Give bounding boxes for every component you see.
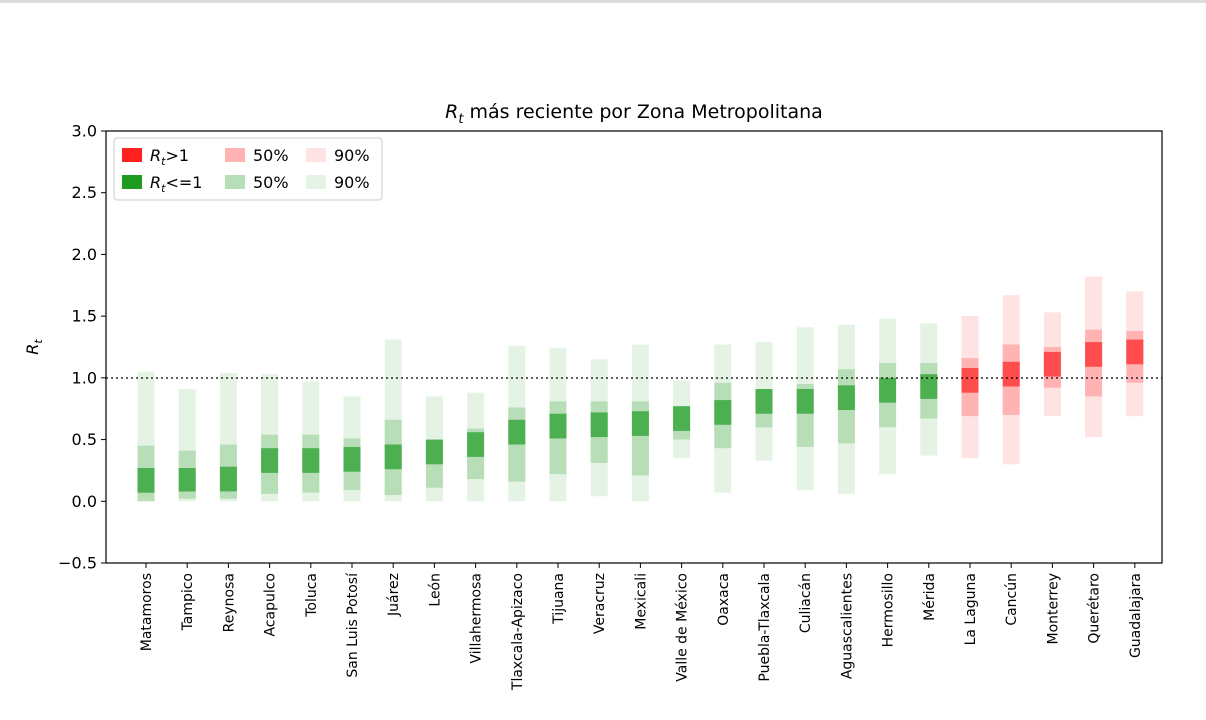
bar-median-13 (673, 406, 691, 431)
bar-median-9 (508, 419, 526, 445)
legend: Rt>1 50% 90% Rt<=1 50% 90% (113, 137, 383, 201)
bar-median-19 (920, 374, 938, 399)
x-tick-label: Mexicali (633, 573, 649, 630)
legend-swatch-red-50 (225, 148, 245, 162)
bar-median-8 (467, 432, 485, 457)
x-tick-label: Reynosa (221, 573, 237, 632)
bar-median-24 (1126, 339, 1144, 365)
bar-median-11 (590, 412, 608, 438)
top-border (0, 0, 1206, 3)
y-axis-label: Rt (23, 339, 45, 355)
x-tick-label: Cancún (1004, 573, 1020, 626)
x-tick-label: La Laguna (963, 573, 979, 645)
bar-median-15 (755, 389, 773, 414)
bar-median-10 (549, 413, 567, 439)
bar-median-0 (137, 468, 155, 493)
y-tick-label: 0.5 (72, 430, 97, 449)
x-tick-label: Tijuana (551, 573, 567, 625)
x-tick-label: Oaxaca (716, 573, 732, 626)
y-tick-label: −0.5 (58, 554, 97, 573)
bar-median-20 (961, 368, 979, 393)
bar-median-22 (1043, 351, 1061, 377)
x-tick-label: Culiacán (798, 573, 814, 633)
x-tick-label: Veracruz (592, 573, 608, 634)
x-tick-label: Matamoros (139, 573, 155, 651)
x-axis: Matamoros Tampico Reynosa Acapulco Toluca San… (139, 563, 1144, 691)
legend-label-green: Rt<=1 (150, 173, 202, 195)
x-tick-label: Tampico (180, 573, 196, 632)
bar-band50-9 (508, 407, 526, 482)
plot-frame (105, 130, 1163, 564)
bar-median-17 (837, 385, 855, 410)
bar-median-2 (219, 466, 237, 492)
legend-swatch-green-50 (225, 175, 245, 189)
bar-median-1 (178, 468, 196, 492)
bar-median-6 (384, 444, 402, 470)
interval-bands (137, 276, 1144, 502)
legend-label-red-50: 50% (253, 146, 289, 165)
y-tick-label: 2.5 (72, 183, 97, 202)
y-tick-label: 0.0 (72, 492, 97, 511)
legend-swatch-green-90 (306, 175, 326, 189)
bar-median-14 (714, 400, 732, 425)
x-tick-label: Hermosillo (881, 573, 897, 647)
bar-median-23 (1085, 342, 1103, 367)
x-tick-label: Puebla-Tlaxcala (757, 573, 773, 682)
x-tick-label: Toluca (304, 573, 320, 618)
y-axis: −0.5 0.0 0.5 1.0 1.5 2.0 2.5 3.0 (58, 122, 106, 573)
x-tick-label: Aguascalientes (839, 573, 855, 679)
x-tick-label: Querétaro (1087, 573, 1103, 644)
x-tick-label: Tlaxcala-Apizaco (510, 573, 526, 691)
legend-label-green-50: 50% (253, 173, 289, 192)
legend-swatch-red-90 (306, 148, 326, 162)
y-tick-label: 1.5 (72, 307, 97, 326)
y-tick-label: 3.0 (72, 122, 97, 141)
legend-label-red: Rt>1 (150, 146, 189, 168)
bar-median-3 (261, 448, 279, 473)
x-tick-label: Monterrey (1045, 573, 1061, 644)
y-tick-label: 2.0 (72, 245, 97, 264)
legend-label-green-90: 90% (334, 173, 370, 192)
bar-median-12 (631, 411, 649, 436)
bar-median-18 (879, 377, 897, 403)
bar-median-16 (796, 389, 814, 414)
legend-label-red-90: 90% (334, 146, 370, 165)
x-tick-label: Mérida (922, 573, 938, 621)
x-tick-label: León (427, 573, 443, 607)
bar-median-4 (302, 448, 320, 473)
x-tick-label: Juárez (386, 573, 402, 617)
bar-median-7 (425, 439, 443, 465)
x-tick-label: Villahermosa (469, 573, 485, 664)
bar-median-5 (343, 447, 361, 472)
legend-swatch-green (122, 175, 142, 189)
x-tick-label: San Luis Potosí (345, 572, 361, 678)
legend-swatch-red (122, 148, 142, 162)
y-tick-label: 1.0 (72, 368, 97, 387)
x-tick-label: Acapulco (263, 573, 279, 637)
bar-median-21 (1002, 361, 1020, 387)
x-tick-label: Guadalajara (1128, 573, 1144, 658)
chart-title: Rt más reciente por Zona Metropolitana (445, 101, 823, 127)
x-tick-label: Valle de México (675, 573, 691, 682)
